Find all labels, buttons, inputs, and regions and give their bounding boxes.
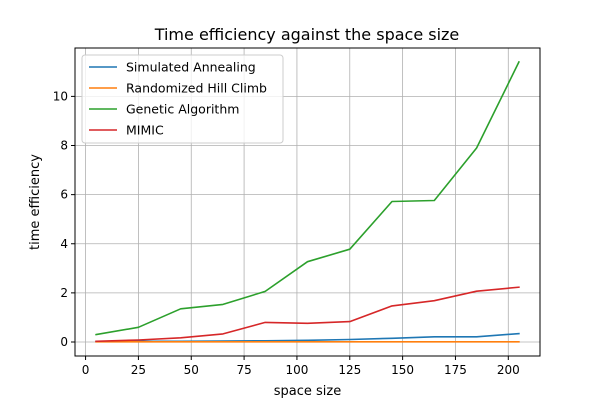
x-tick-label: 100 — [285, 363, 308, 377]
legend-label-mimic: MIMIC — [126, 123, 164, 138]
y-tick-label: 0 — [60, 335, 68, 349]
x-tick-label: 50 — [184, 363, 199, 377]
legend-label-randomized-hill-climb: Randomized Hill Climb — [126, 81, 267, 96]
legend-label-genetic-algorithm: Genetic Algorithm — [126, 102, 239, 117]
x-tick-label: 75 — [236, 363, 251, 377]
x-tick-label: 0 — [82, 363, 90, 377]
legend-label-simulated-annealing: Simulated Annealing — [126, 60, 256, 75]
legend-box — [81, 54, 284, 144]
x-axis-label: space size — [274, 384, 341, 399]
y-tick-label: 2 — [60, 286, 68, 300]
y-axis-label: time efficiency — [28, 154, 43, 250]
tick-layer: 0 25 50 75 100 125 150 175 200 0 2 4 6 8 10 — [53, 89, 520, 377]
y-tick-label: 6 — [60, 188, 68, 202]
series-line-mimic — [95, 286, 520, 343]
x-tick-label: 150 — [391, 363, 414, 377]
series-layer — [95, 60, 520, 343]
y-tick-label: 10 — [53, 89, 68, 103]
x-tick-label: 175 — [444, 363, 467, 377]
legend: Simulated Annealing Randomized Hill Climb… — [81, 54, 284, 144]
y-tick-label: 8 — [60, 139, 68, 153]
series-line-genetic-algorithm — [95, 60, 520, 336]
plot-frame — [74, 47, 541, 357]
x-tick-label: 125 — [338, 363, 361, 377]
chart-title: Time efficiency against the space size — [154, 25, 460, 44]
x-tick-label: 25 — [131, 363, 146, 377]
x-tick-label: 200 — [497, 363, 520, 377]
y-tick-label: 4 — [60, 237, 68, 251]
